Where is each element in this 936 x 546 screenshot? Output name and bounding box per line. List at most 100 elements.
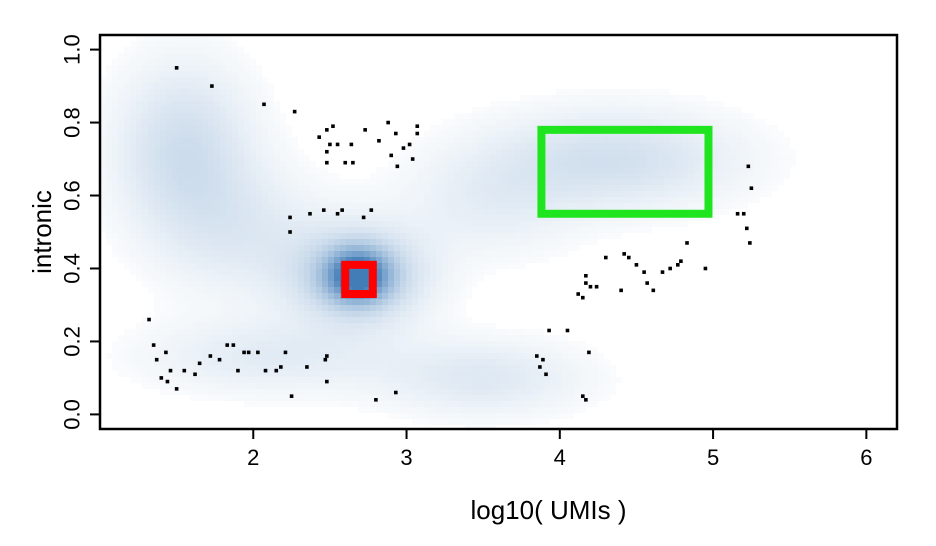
density-cell [118,353,124,359]
density-cell [556,371,562,377]
density-cell [124,209,130,215]
density-cell [130,185,136,191]
density-cell [202,101,208,107]
density-cell [580,107,586,113]
density-cell [532,203,538,209]
density-cell [238,77,244,83]
density-cell [454,233,460,239]
density-cell [208,149,214,155]
density-cell [130,329,136,335]
density-cell [328,203,334,209]
density-cell [148,71,154,77]
density-cell [226,203,232,209]
density-cell [184,347,190,353]
density-cell [652,113,658,119]
density-cell [460,167,466,173]
density-cell [376,401,382,407]
density-cell [304,377,310,383]
density-cell [556,89,562,95]
density-cell [106,161,112,167]
density-cell [682,143,688,149]
density-cell [148,359,154,365]
density-cell [490,191,496,197]
density-cell [370,239,376,245]
density-cell [166,125,172,131]
density-cell [658,191,664,197]
density-cell [580,203,586,209]
density-cell [508,239,514,245]
density-cell [316,401,322,407]
density-cell [568,371,574,377]
density-cell [604,131,610,137]
density-cell [532,395,538,401]
density-cell [652,167,658,173]
density-cell [436,401,442,407]
density-cell [238,269,244,275]
density-cell [520,353,526,359]
density-cell [508,419,514,425]
density-cell [400,347,406,353]
density-cell [184,275,190,281]
density-cell [196,125,202,131]
density-cell [556,227,562,233]
density-cell [130,209,136,215]
density-cell [400,203,406,209]
density-cell [658,113,664,119]
density-cell [208,281,214,287]
density-cell [256,347,262,353]
density-cell [244,233,250,239]
density-cell [268,227,274,233]
density-cell [136,275,142,281]
density-cell [328,299,334,305]
density-cell [310,173,316,179]
density-cell [340,209,346,215]
density-cell [250,83,256,89]
density-cell [574,167,580,173]
scatter-point [363,128,367,132]
scatter-point [407,142,412,147]
density-cell [424,233,430,239]
density-cell [586,227,592,233]
density-cell [766,191,772,197]
density-cell [184,287,190,293]
density-cell [646,131,652,137]
density-cell [244,113,250,119]
density-cell [418,161,424,167]
density-cell [538,383,544,389]
density-cell [250,287,256,293]
density-cell [544,353,550,359]
density-cell [160,47,166,53]
density-cell [412,293,418,299]
density-cell [772,137,778,143]
density-cell [328,365,334,371]
density-cell [148,167,154,173]
density-cell [412,389,418,395]
density-cell [136,65,142,71]
scatter-point [340,208,344,212]
density-cell [136,329,142,335]
density-cell [682,191,688,197]
density-cell [286,371,292,377]
density-cell [136,353,142,359]
density-cell [172,209,178,215]
density-cell [178,233,184,239]
density-cell [556,149,562,155]
density-cell [148,209,154,215]
density-cell [364,215,370,221]
density-cell [430,137,436,143]
density-cell [430,179,436,185]
density-cell [136,197,142,203]
density-cell [784,149,790,155]
density-cell [286,287,292,293]
density-cell [568,353,574,359]
scatter-point [323,357,328,362]
density-cell [418,305,424,311]
density-cell [526,173,532,179]
density-cell [658,131,664,137]
density-cell [250,59,256,65]
density-cell [508,185,514,191]
density-cell [748,143,754,149]
density-cell [412,269,418,275]
density-cell [298,257,304,263]
density-cell [334,257,340,263]
